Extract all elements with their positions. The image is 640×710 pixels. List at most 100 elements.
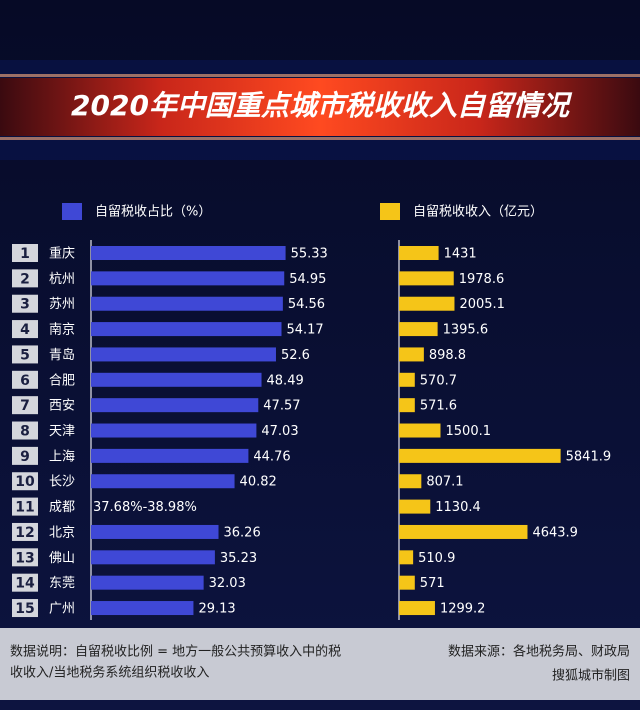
rank-label: 7: [20, 398, 30, 414]
value-label: 29.13: [198, 602, 235, 617]
bar: [91, 575, 204, 590]
value-label: 1978.6: [459, 272, 505, 287]
bar: [91, 524, 219, 539]
bar: [399, 474, 422, 489]
value-label: 5841.9: [566, 449, 612, 464]
bar: [91, 271, 285, 286]
footer-band: [0, 628, 640, 700]
category-label: 南京: [49, 322, 75, 338]
bar: [399, 575, 415, 590]
category-label: 西安: [49, 399, 75, 414]
category-label: 佛山: [49, 551, 75, 566]
rank-label: 4: [20, 322, 30, 338]
value-label: 40.82: [240, 475, 277, 490]
value-label: 1395.6: [443, 323, 489, 338]
bar: [399, 601, 435, 616]
value-label: 54.56: [288, 297, 325, 312]
footer-note: 数据说明：自留税收比例 = 地方一般公共预算收入中的税: [10, 644, 341, 660]
bar: [91, 601, 194, 616]
rank-box: [12, 345, 38, 364]
rank-label: 1: [20, 246, 30, 262]
rank-label: 13: [15, 550, 34, 566]
bar: [91, 398, 259, 413]
value-label: 2005.1: [459, 297, 505, 312]
value-label: 1299.2: [440, 602, 486, 617]
value-label: 571.6: [420, 399, 457, 414]
rank-box: [12, 370, 38, 389]
rank-label: 14: [15, 576, 35, 592]
bar: [399, 246, 439, 260]
rank-label: 5: [20, 347, 30, 363]
bar: [399, 372, 415, 387]
value-label: 44.76: [253, 449, 290, 464]
rank-label: 12: [15, 525, 34, 541]
value-label: 54.17: [286, 323, 323, 338]
rank-label: 15: [15, 601, 34, 617]
rank-box: [12, 244, 38, 262]
bar: [91, 550, 215, 565]
rank-label: 2: [20, 271, 30, 287]
value-label: 4643.9: [532, 525, 578, 540]
legend-swatch: [62, 203, 82, 220]
footer-note: 收收入/当地税务系统组织税收收入: [10, 665, 209, 681]
category-label: 天津: [49, 424, 75, 439]
rank-label: 3: [20, 297, 30, 313]
category-label: 广州: [49, 602, 75, 617]
rank-label: 8: [20, 424, 30, 440]
value-label: 1500.1: [446, 424, 492, 439]
title-banner: [0, 78, 640, 136]
bar: [399, 296, 455, 311]
bar: [399, 322, 438, 337]
bar: [91, 448, 249, 463]
value-label: 570.7: [420, 373, 457, 388]
bar: [91, 322, 282, 337]
value-label: 510.9: [418, 551, 455, 566]
category-label: 杭州: [49, 272, 75, 287]
banner-edge: [0, 74, 640, 77]
rank-box: [12, 396, 38, 415]
legend-swatch: [380, 203, 400, 220]
legend-label: 自留税收占比（%）: [95, 205, 211, 220]
value-label: 35.23: [220, 551, 257, 566]
rank-label: 11: [15, 500, 34, 516]
value-label: 52.6: [281, 348, 310, 363]
bar: [399, 398, 415, 413]
value-label: 37.68%-38.98%: [93, 500, 197, 515]
legend-label: 自留税收收入（亿元）: [413, 205, 543, 220]
bar: [399, 524, 528, 539]
value-label: 1431: [444, 247, 477, 262]
category-label: 青岛: [49, 347, 75, 363]
footer-source: 数据来源：各地税务局、财政局: [448, 644, 630, 660]
title: 2020年中国重点城市税收收入自留情况: [71, 89, 573, 122]
value-label: 32.03: [209, 576, 246, 591]
rank-box: [12, 269, 38, 288]
bar: [399, 423, 441, 438]
rank-label: 6: [20, 373, 30, 389]
category-label: 成都: [49, 500, 75, 515]
category-label: 合肥: [49, 373, 75, 388]
category-label: 苏州: [49, 296, 75, 312]
bar: [399, 499, 431, 514]
value-label: 54.95: [289, 272, 326, 287]
rank-box: [12, 548, 38, 567]
bar: [399, 271, 454, 286]
bar: [399, 347, 424, 362]
footer-credit: 搜狐城市制图: [552, 668, 630, 684]
rank-box: [12, 320, 38, 339]
value-label: 55.33: [291, 247, 328, 262]
bar: [91, 246, 286, 260]
rank-box: [12, 522, 38, 541]
bar: [399, 550, 414, 565]
rank-box: [12, 421, 38, 440]
rank-box: [12, 573, 38, 592]
value-label: 807.1: [426, 475, 463, 490]
category-label: 重庆: [49, 246, 75, 262]
category-label: 北京: [49, 525, 75, 540]
rank-label: 9: [20, 449, 30, 465]
bar: [91, 474, 235, 489]
bar: [91, 347, 276, 362]
value-label: 48.49: [267, 373, 304, 388]
rank-box: [12, 497, 38, 516]
value-label: 571: [420, 576, 445, 591]
